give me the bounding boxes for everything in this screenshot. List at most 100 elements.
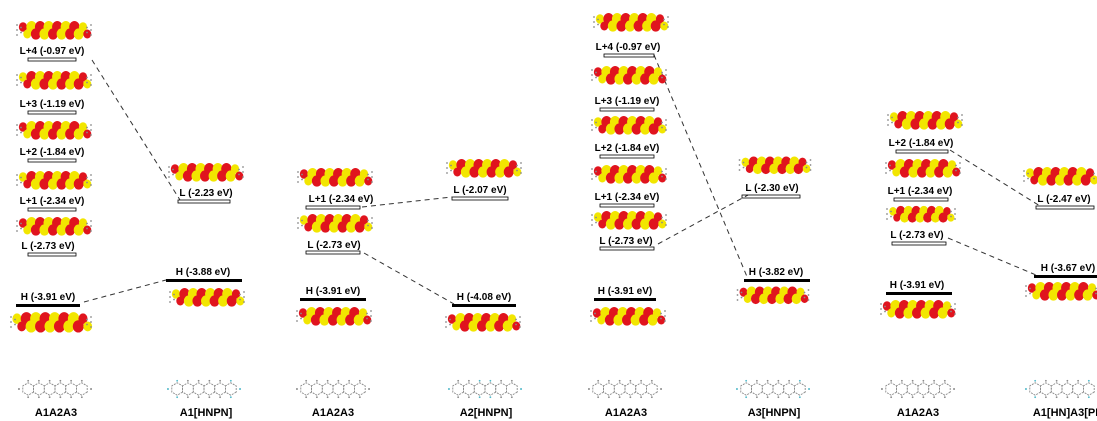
atom-dot bbox=[520, 172, 522, 174]
orbital-lobe bbox=[655, 14, 665, 24]
orbital-lobe bbox=[949, 112, 959, 122]
atom-dot bbox=[219, 379, 222, 382]
atom-dot bbox=[745, 379, 748, 382]
atom-dot bbox=[90, 316, 92, 318]
atom-dot bbox=[788, 396, 791, 399]
atom-dot bbox=[618, 379, 621, 382]
level-line bbox=[177, 199, 231, 204]
atom-dot bbox=[14, 323, 16, 326]
atom-dot bbox=[20, 26, 22, 29]
atom-dot bbox=[168, 166, 170, 168]
compound-label: A3[HNPN] bbox=[748, 407, 801, 419]
atom-dot bbox=[593, 26, 595, 28]
ring-bond bbox=[1061, 382, 1074, 396]
ring-bond bbox=[463, 382, 475, 396]
atom-dot bbox=[933, 396, 936, 399]
atom-dot bbox=[664, 320, 666, 322]
atom-dot bbox=[664, 310, 666, 312]
mo-orbital bbox=[169, 288, 245, 307]
ring-bond bbox=[506, 382, 518, 396]
atom-dot bbox=[1077, 379, 1080, 382]
level-line bbox=[599, 154, 655, 159]
atom-dot bbox=[590, 320, 592, 322]
atom-dot bbox=[173, 293, 175, 296]
orbital-lobe bbox=[78, 172, 88, 182]
atom-dot bbox=[591, 69, 593, 71]
orbital-lobe bbox=[513, 167, 522, 177]
orbital-lobe bbox=[798, 157, 807, 167]
level-line bbox=[166, 279, 242, 282]
atom-dot bbox=[900, 396, 903, 399]
atom-dot bbox=[595, 126, 597, 129]
connector-layer bbox=[83, 54, 1041, 305]
atom-dot bbox=[449, 318, 451, 321]
orbital-lobe bbox=[18, 172, 28, 182]
atom-dot bbox=[520, 388, 523, 390]
atom-dot bbox=[14, 318, 16, 321]
atom-dot bbox=[520, 162, 522, 164]
atom-dot bbox=[366, 312, 368, 315]
compound-label: A1[HNPN] bbox=[180, 407, 233, 419]
atom-dot bbox=[301, 224, 303, 227]
atom-dot bbox=[1034, 396, 1037, 399]
atom-dot bbox=[348, 379, 351, 382]
mo-orbital bbox=[593, 13, 669, 32]
atom-dot bbox=[450, 169, 452, 172]
orbital-lobe bbox=[1090, 175, 1097, 185]
ring-bond bbox=[225, 382, 237, 396]
atom-dot bbox=[587, 388, 590, 390]
molecule-structure bbox=[1024, 379, 1095, 399]
atom-dot bbox=[296, 310, 298, 312]
orbital-lobe bbox=[18, 122, 28, 132]
ring-bond bbox=[761, 382, 774, 396]
orbital-lobe bbox=[658, 173, 667, 183]
ring-bond bbox=[783, 382, 795, 396]
atom-dot bbox=[86, 181, 88, 184]
atom-dot bbox=[445, 326, 447, 328]
atom-dot bbox=[297, 222, 299, 224]
orbital-lobe bbox=[78, 218, 88, 228]
orbital-lobe bbox=[800, 294, 809, 304]
atom-dot bbox=[176, 379, 179, 382]
atom-dot bbox=[597, 18, 599, 21]
atom-dot bbox=[665, 214, 667, 216]
atom-dot bbox=[755, 379, 758, 382]
atom-dot bbox=[742, 166, 745, 169]
atom-dot bbox=[959, 162, 961, 164]
atom-dot bbox=[957, 121, 959, 124]
level-line bbox=[27, 110, 77, 115]
atom-dot bbox=[173, 298, 175, 301]
orbital-lobe bbox=[18, 22, 28, 32]
atom-dot bbox=[922, 379, 925, 382]
atom-dot bbox=[885, 162, 887, 164]
atom-dot bbox=[516, 164, 518, 167]
atom-dot bbox=[742, 161, 745, 164]
mo-orbital bbox=[1025, 282, 1097, 301]
atom-dot bbox=[371, 222, 373, 224]
atom-dot bbox=[595, 216, 597, 219]
ring-bond bbox=[203, 382, 216, 396]
atom-dot bbox=[243, 301, 245, 303]
orbital-lobe bbox=[942, 301, 952, 311]
orbital-lobe bbox=[739, 287, 748, 297]
mo-orbital bbox=[16, 171, 92, 190]
atom-dot bbox=[665, 129, 667, 131]
atom-dot bbox=[890, 396, 893, 399]
atom-dot bbox=[595, 76, 597, 79]
atom-dot bbox=[450, 164, 452, 167]
atom-dot bbox=[665, 173, 667, 175]
atom-dot bbox=[887, 124, 889, 126]
orbital-lobe bbox=[231, 289, 241, 299]
atom-dot bbox=[371, 217, 373, 219]
orbital-lobe bbox=[83, 129, 92, 139]
atom-dot bbox=[80, 379, 83, 382]
atom-dot bbox=[1023, 180, 1025, 182]
mo-orbital bbox=[1023, 167, 1097, 186]
orbital-lobe bbox=[364, 176, 373, 186]
level-label: H (-4.08 eV) bbox=[457, 292, 511, 303]
atom-dot bbox=[1025, 290, 1027, 292]
orbital-lobe bbox=[364, 222, 373, 232]
orbital-lobe bbox=[595, 14, 605, 24]
ring-bond bbox=[603, 382, 615, 396]
atom-dot bbox=[86, 318, 88, 321]
